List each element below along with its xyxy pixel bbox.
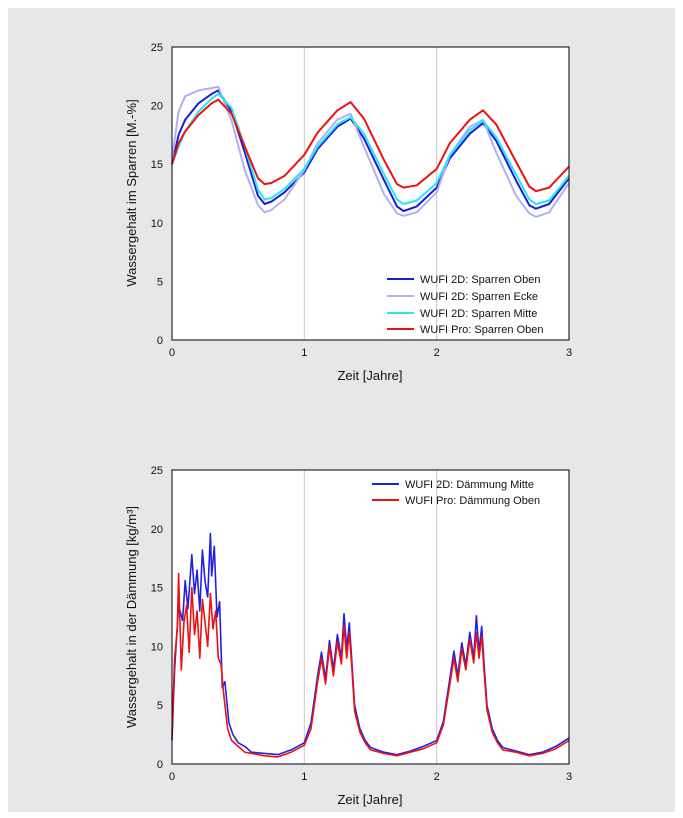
x-tick-label: 3 <box>566 771 572 783</box>
series-line-2 <box>171 572 570 758</box>
legend: WUFI 2D: Sparren Oben WUFI 2D: Sparren E… <box>387 274 544 336</box>
y-tick-label: 5 <box>157 276 163 288</box>
y-tick-label: 15 <box>151 583 163 595</box>
plot-area <box>171 469 570 765</box>
chart-daemmung: 0 5 10 15 20 25 0 1 2 3 Zeit [Jahre] Was… <box>124 465 572 807</box>
y-axis-title: Wassergehalt im Sparren [M.-%] <box>124 99 139 286</box>
series-layer <box>171 532 570 758</box>
chart-sparren: 0 5 10 15 20 25 0 1 2 3 Zeit [Jahre] Was… <box>124 42 572 383</box>
legend-label: WUFI 2D: Sparren Ecke <box>420 291 538 303</box>
plot-frame <box>171 46 570 341</box>
plot-frame <box>171 469 570 765</box>
y-tick-label: 0 <box>157 759 163 771</box>
legend-label: WUFI 2D: Sparren Mitte <box>420 308 537 320</box>
x-tick-label: 0 <box>169 771 175 783</box>
series-line-4 <box>171 98 570 193</box>
x-tick-label: 2 <box>434 771 440 783</box>
legend-label: WUFI 2D: Sparren Oben <box>420 274 540 286</box>
legend-label: WUFI Pro: Sparren Oben <box>420 324 544 336</box>
legend: WUFI 2D: Dämmung Mitte WUFI Pro: Dämmung… <box>372 479 540 507</box>
y-tick-label: 20 <box>151 524 163 536</box>
x-axis-title: Zeit [Jahre] <box>337 792 402 807</box>
plot-area <box>171 46 570 341</box>
x-axis-title: Zeit [Jahre] <box>337 368 402 383</box>
x-tick-label: 1 <box>301 771 307 783</box>
x-tick-label: 0 <box>169 347 175 359</box>
y-tick-label: 10 <box>151 641 163 653</box>
y-tick-label: 25 <box>151 465 163 477</box>
y-tick-label: 10 <box>151 218 163 230</box>
series-line-1 <box>171 532 570 756</box>
y-axis-title: Wassergehalt in der Dämmung [kg/m³] <box>124 506 139 728</box>
series-layer <box>171 85 570 218</box>
x-tick-label: 1 <box>301 347 307 359</box>
x-tick-label: 2 <box>434 347 440 359</box>
series-line-3 <box>171 92 570 205</box>
series-line-2 <box>171 85 570 218</box>
y-tick-label: 0 <box>157 335 163 347</box>
x-tick-label: 3 <box>566 347 572 359</box>
legend-label: WUFI 2D: Dämmung Mitte <box>405 479 534 491</box>
legend-label: WUFI Pro: Dämmung Oben <box>405 495 540 507</box>
y-tick-label: 15 <box>151 159 163 171</box>
y-tick-label: 20 <box>151 101 163 113</box>
y-tick-label: 5 <box>157 700 163 712</box>
y-tick-label: 25 <box>151 42 163 54</box>
